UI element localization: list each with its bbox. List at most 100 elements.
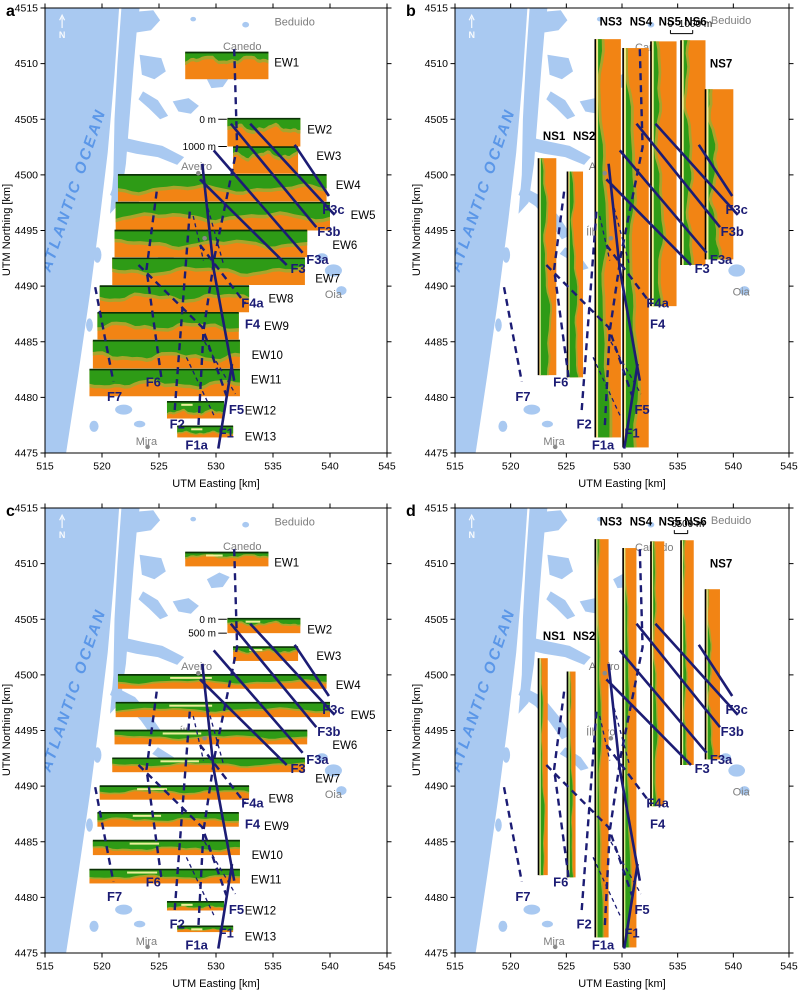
lake-shape	[316, 253, 328, 262]
x-tick-label: 515	[36, 461, 54, 473]
profile-label-EW5: EW5	[351, 710, 376, 722]
profile-label-EW7: EW7	[315, 273, 340, 285]
fault-label-F3b: F3b	[317, 724, 340, 739]
y-axis-title: UTM Northing [km]	[411, 184, 423, 276]
place-dot	[145, 944, 150, 950]
profile-label-EW12: EW12	[245, 406, 276, 418]
map-area: ATLANTIC OCEANNBeduidoCanedoAveiroÍlhavo…	[455, 8, 751, 453]
fault-line-F1	[217, 863, 234, 949]
profile-bar-EW5	[115, 701, 331, 718]
profile-label-EW3: EW3	[316, 651, 341, 663]
fault-line-F6	[145, 191, 163, 378]
fault-line-F7	[94, 286, 115, 383]
place-label-oia: Oia	[733, 787, 751, 799]
lagoon-shape	[172, 598, 199, 614]
fault-label-F3: F3	[290, 761, 305, 776]
profile-label-EW9: EW9	[264, 821, 289, 833]
place-label-beduido: Beduido	[711, 515, 751, 527]
profile-bar-EW1	[185, 551, 269, 567]
lake-shape	[739, 786, 750, 796]
lagoon-shape	[110, 508, 140, 714]
fault-label-F3: F3	[695, 761, 710, 776]
profile-label-EW11: EW11	[251, 375, 281, 387]
x-tick-label: 515	[446, 961, 464, 973]
lagoon-shape	[138, 91, 169, 120]
north-arrow-icon: N	[59, 513, 65, 540]
y-tick-label: 4490	[425, 281, 449, 293]
fault-line-F2	[580, 711, 598, 915]
profile-label-EW12: EW12	[245, 906, 276, 918]
x-tick-label: 530	[613, 461, 631, 473]
svg-text:N: N	[468, 530, 475, 540]
fault-label-F3b: F3b	[317, 224, 340, 239]
lake-shape	[728, 764, 746, 777]
profile-label-NS6: NS6	[684, 16, 706, 28]
y-tick-label: 4500	[15, 169, 39, 181]
profile-label-NS1: NS1	[543, 131, 566, 143]
fault-segment	[592, 857, 622, 918]
x-tick-label: 545	[780, 961, 798, 973]
y-tick-label: 4485	[425, 336, 449, 348]
fault-label-F4a: F4a	[646, 795, 669, 810]
y-tick-label: 4480	[425, 892, 449, 904]
lake-shape	[502, 747, 511, 763]
fault-label-F2: F2	[577, 917, 592, 932]
fault-segment	[204, 341, 236, 395]
x-tick-label: 535	[264, 961, 282, 973]
profile-bar-NS5	[650, 541, 665, 807]
fault-label-F1: F1	[624, 425, 639, 440]
fault-segment	[185, 857, 216, 918]
profile-label-EW4: EW4	[336, 180, 362, 192]
panel-a-map-svg: ATLANTIC OCEANNBeduidoCanedoAveiroÍlhavo…	[1, 3, 396, 491]
lagoon-shape	[127, 10, 161, 33]
fault-label-F4: F4	[245, 816, 261, 831]
profile-label-EW13: EW13	[245, 431, 276, 443]
place-dot	[608, 735, 614, 741]
fault-line-F1	[622, 363, 639, 449]
y-tick-label: 4510	[425, 58, 449, 70]
fault-label-F2: F2	[577, 417, 592, 432]
place-dot	[552, 944, 558, 950]
lake-shape	[647, 21, 655, 28]
fault-line-F7	[94, 786, 115, 883]
fault-line-F3b	[229, 122, 318, 229]
lagoon-shape	[524, 135, 591, 165]
fault-line-F6	[552, 191, 570, 378]
x-tick-label: 545	[780, 461, 798, 473]
profile-bar-NS2	[566, 171, 584, 378]
y-tick-label: 4500	[425, 669, 449, 681]
lake-shape	[242, 21, 250, 28]
y-tick-label: 4500	[15, 669, 39, 681]
x-tick-label: 530	[207, 461, 225, 473]
y-tick-label: 4480	[425, 392, 449, 404]
profile-bar-NS3	[594, 539, 609, 938]
profile-bar-EW7	[112, 757, 305, 773]
svg-text:N: N	[468, 30, 475, 40]
lagoon-shape	[547, 554, 573, 580]
y-tick-label: 4505	[425, 114, 449, 126]
y-axis-title: UTM Northing [km]	[1, 684, 13, 776]
fault-label-F3c: F3c	[322, 202, 344, 217]
profile-label-EW6: EW6	[332, 240, 357, 252]
panel-b-map-svg: ATLANTIC OCEANNBeduidoCanedoAveiroÍlhavo…	[406, 3, 798, 491]
profile-bar-EW3	[233, 646, 299, 661]
svg-text:500 m: 500 m	[677, 519, 705, 530]
profile-bar-EW8	[99, 785, 250, 800]
profile-label-EW1: EW1	[274, 558, 299, 570]
fault-label-F2: F2	[170, 917, 185, 932]
profile-label-NS3: NS3	[600, 16, 622, 28]
panel-d-map-svg: ATLANTIC OCEANNBeduidoCanedoAveiroÍlhavo…	[406, 503, 798, 991]
x-tick-label: 535	[669, 461, 687, 473]
fault-segment	[192, 215, 205, 261]
fault-label-F3a: F3a	[710, 752, 733, 767]
fault-line-F3a	[618, 649, 708, 754]
y-axis-title: UTM Northing [km]	[411, 684, 423, 776]
fault-line-F7	[502, 786, 523, 883]
fault-label-F1a: F1a	[592, 438, 615, 453]
north-arrow-icon: N	[468, 13, 475, 40]
panel-d: ATLANTIC OCEANNBeduidoCanedoAveiroÍlhavo…	[400, 500, 799, 1000]
lake-shape	[596, 16, 603, 22]
lake-shape	[89, 920, 99, 932]
profile-bar-EW5	[115, 201, 331, 231]
fault-line-F1a	[603, 549, 644, 929]
